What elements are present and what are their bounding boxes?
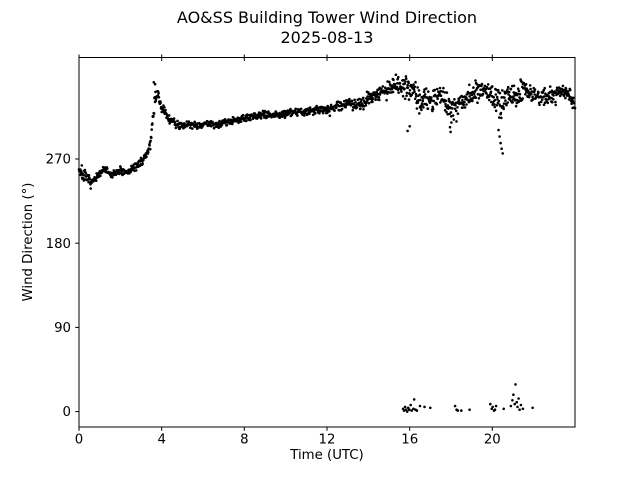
y-axis-label: Wind Direction (°) [21, 182, 36, 302]
y-tick-label: 270 [46, 153, 71, 168]
scatter-points [77, 73, 577, 413]
x-axis-label: Time (UTC) [290, 448, 364, 463]
x-axis-ticks [78, 54, 493, 431]
chart-subtitle-date: 2025-08-13 [280, 28, 374, 47]
x-tick-label: 12 [319, 433, 336, 448]
x-tick-labels: 0 4 8 12 16 20 [75, 433, 501, 448]
y-tick-label: 180 [46, 237, 71, 252]
y-tick-label: 90 [54, 321, 71, 336]
y-axis-ticks [75, 158, 79, 413]
chart-title: AO&SS Building Tower Wind Direction [176, 8, 478, 27]
x-tick-label: 20 [484, 433, 501, 448]
y-tick-label: 0 [63, 405, 71, 420]
y-tick-labels: 0 90 180 270 [46, 153, 71, 421]
x-tick-label: 16 [401, 433, 418, 448]
x-tick-label: 8 [240, 433, 248, 448]
x-tick-label: 4 [157, 433, 165, 448]
x-tick-label: 0 [75, 433, 83, 448]
